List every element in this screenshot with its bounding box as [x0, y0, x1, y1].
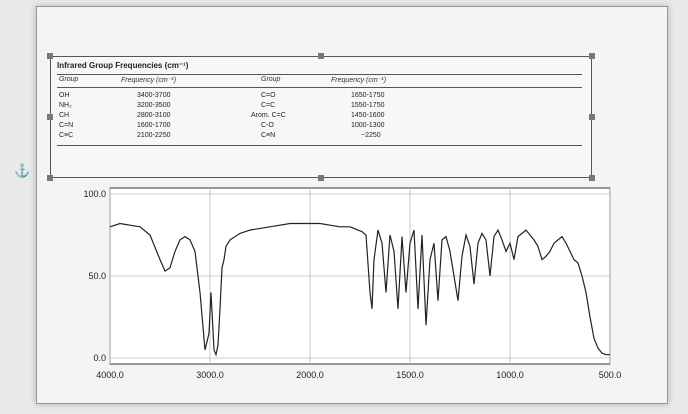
x-tick-labels: 4000.0 3000.0 2000.0 1500.0 1000.0 500.0: [96, 370, 621, 380]
x-tick-label: 3000.0: [196, 370, 224, 380]
table-title: Infrared Group Frequencies (cm⁻¹): [57, 61, 189, 70]
table-cell: 1550-1750: [351, 102, 385, 109]
resize-handle[interactable]: [589, 175, 595, 181]
x-tick-label: 4000.0: [96, 370, 124, 380]
grid-lines: [109, 188, 611, 364]
table-cell: OH: [59, 92, 70, 99]
table-cell: 2100-2250: [137, 132, 171, 139]
table-cell[interactable]: C=C: [261, 102, 276, 109]
table-cell: 1600-1700: [137, 122, 171, 129]
table-cell: C-O: [261, 122, 274, 129]
table-cell: C≡N: [261, 132, 276, 139]
x-tick-label: 1000.0: [496, 370, 524, 380]
y-tick-label: 50.0: [88, 271, 106, 281]
y-tick-label: 0.0: [93, 353, 106, 363]
table-cell: C≡C: [59, 132, 74, 139]
table-cell: NH₂: [59, 102, 72, 109]
table-cell: Arom. C=C: [251, 112, 286, 119]
table-cell: 2800-3100: [137, 112, 171, 119]
table-header-group: Group: [59, 76, 79, 83]
table-cell: C=N: [59, 122, 74, 129]
resize-handle[interactable]: [47, 175, 53, 181]
table-cell: 3200-3500: [137, 102, 171, 109]
y-tick-label: 100.0: [83, 189, 106, 199]
table-cell: 1000-1300: [351, 122, 385, 129]
table-header-frequency: Frequency (cm⁻¹): [121, 77, 177, 84]
x-tick-label: 2000.0: [296, 370, 324, 380]
table-header-frequency: Frequency (cm⁻¹): [331, 77, 387, 84]
table-cell: 3400-3700: [137, 92, 171, 99]
resize-handle[interactable]: [318, 175, 324, 181]
table-header-group: Group: [261, 76, 281, 83]
anchor-icon[interactable]: ⚓: [14, 163, 31, 178]
table-cell: 1650-1750: [351, 92, 385, 99]
resize-handle[interactable]: [589, 53, 595, 59]
table-rule: [57, 74, 582, 75]
x-tick-label: 1500.0: [396, 370, 424, 380]
x-tick-label: 500.0: [599, 370, 622, 380]
ir-group-frequency-table[interactable]: Infrared Group Frequencies (cm⁻¹) Group …: [47, 53, 595, 181]
table-cell: ~2250: [361, 132, 381, 139]
spectrum-line: [109, 222, 610, 357]
resize-handle[interactable]: [47, 53, 53, 59]
resize-handle[interactable]: [318, 53, 324, 59]
resize-handle[interactable]: [589, 114, 595, 120]
y-tick-labels: 100.0 50.0 0.0: [83, 189, 106, 363]
table-rule: [57, 145, 582, 146]
table-cell: C=O: [261, 92, 276, 99]
table-cell: CH: [59, 112, 70, 119]
resize-handle[interactable]: [47, 114, 53, 120]
table-rule: [57, 87, 582, 88]
table-cell: 1450-1600: [351, 112, 385, 119]
